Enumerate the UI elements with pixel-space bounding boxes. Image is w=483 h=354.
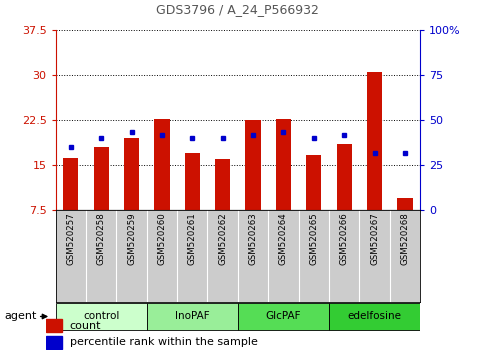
Text: count: count [70,321,101,331]
Bar [367,72,382,210]
Text: GSM520259: GSM520259 [127,213,136,265]
Text: GSM520258: GSM520258 [97,213,106,266]
Bar [215,159,230,210]
Bar [46,319,62,332]
FancyBboxPatch shape [147,303,238,330]
Text: agent: agent [5,312,37,321]
Text: GDS3796 / A_24_P566932: GDS3796 / A_24_P566932 [156,3,319,16]
Bar [185,153,200,210]
Text: percentile rank within the sample: percentile rank within the sample [70,337,257,347]
Text: edelfosine: edelfosine [348,312,402,321]
Bar [337,144,352,210]
Bar [124,138,139,210]
Text: GlcPAF: GlcPAF [266,312,301,321]
Bar [46,336,62,349]
Text: InoPAF: InoPAF [175,312,210,321]
Text: GSM520264: GSM520264 [279,213,288,266]
Text: GSM520265: GSM520265 [309,213,318,266]
Bar [94,147,109,210]
Text: GSM520263: GSM520263 [249,213,257,266]
Text: GSM520266: GSM520266 [340,213,349,266]
Bar [154,119,170,210]
Bar [63,158,78,210]
FancyBboxPatch shape [238,303,329,330]
Bar [245,120,261,210]
Text: control: control [83,312,119,321]
Bar [398,198,412,210]
Bar [276,119,291,210]
FancyBboxPatch shape [329,303,420,330]
Text: GSM520260: GSM520260 [157,213,167,266]
Text: GSM520268: GSM520268 [400,213,410,266]
Text: GSM520262: GSM520262 [218,213,227,266]
Bar [306,155,322,210]
Text: GSM520257: GSM520257 [66,213,75,266]
Text: GSM520267: GSM520267 [370,213,379,266]
FancyBboxPatch shape [56,303,147,330]
Text: GSM520261: GSM520261 [188,213,197,266]
